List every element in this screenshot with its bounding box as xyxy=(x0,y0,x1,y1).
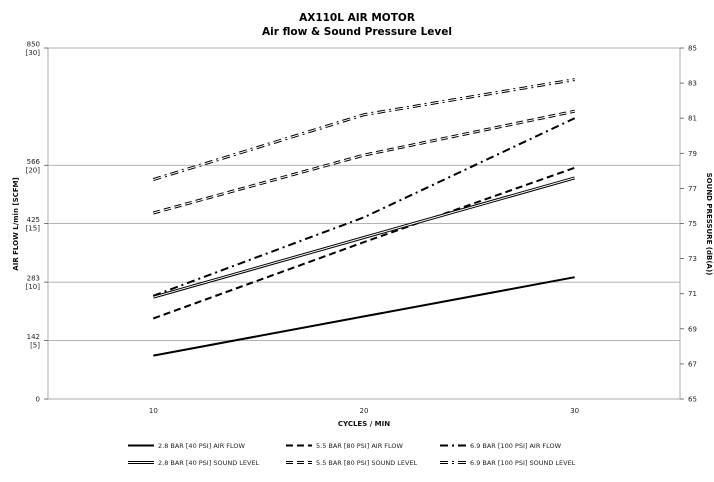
chart-subtitle: Air flow & Sound Pressure Level xyxy=(262,26,452,38)
y2-tick-label: 67 xyxy=(688,360,697,368)
x-tick-label: 10 xyxy=(149,407,158,415)
series-layer xyxy=(152,78,576,357)
y2-tick-label: 73 xyxy=(688,255,697,263)
x-tick-label: 30 xyxy=(570,407,579,415)
series-5 xyxy=(152,109,576,215)
y2-tick-label: 85 xyxy=(688,45,697,53)
y-axis-title: AIR FLOW L/min [SCFM] xyxy=(12,177,20,270)
series-line xyxy=(152,78,575,182)
y-tick-label: 566 xyxy=(27,158,41,166)
legend-label: 6.9 BAR [100 PSI] SOUND LEVEL xyxy=(470,459,576,467)
y-tick-sublabel: [20] xyxy=(26,166,41,174)
series-line xyxy=(152,166,576,320)
y2-tick-label: 79 xyxy=(688,150,697,158)
axis-layer: 0 142[5] 283[10] 425[15] 566[20] 850[30] 65 67 6… xyxy=(26,41,697,416)
series-line xyxy=(153,276,575,357)
series-4 xyxy=(152,176,576,299)
y-tick-label: 850 xyxy=(27,41,40,49)
chart-title: AX110L AIR MOTOR xyxy=(299,12,415,24)
legend-label: 2.8 BAR [40 PSI] SOUND LEVEL xyxy=(158,459,260,467)
legend-item: 2.8 BAR [40 PSI] SOUND LEVEL xyxy=(128,459,260,467)
series-6 xyxy=(152,78,575,182)
y2-tick-label: 83 xyxy=(688,80,697,88)
legend-item: 2.8 BAR [40 PSI] AIR FLOW xyxy=(128,442,246,450)
y-tick-label: 283 xyxy=(27,275,40,283)
y2-tick-label: 75 xyxy=(688,220,697,228)
series-line-inner xyxy=(153,110,575,214)
legend-item: 5.5 BAR [80 PSI] SOUND LEVEL xyxy=(286,459,418,467)
legend-item: 6.9 BAR [100 PSI] AIR FLOW xyxy=(440,442,562,450)
y-tick-sublabel: [5] xyxy=(30,341,40,349)
x-axis-title: CYCLES / MIN xyxy=(338,420,390,428)
legend-label: 2.8 BAR [40 PSI] AIR FLOW xyxy=(158,442,246,450)
y2-tick-label: 77 xyxy=(688,185,697,193)
y2-tick-label: 81 xyxy=(688,115,697,123)
series-line-inner xyxy=(153,79,575,181)
y2-tick-label: 71 xyxy=(688,290,697,298)
y-tick-label: 425 xyxy=(27,216,40,224)
y2-axis-title: SOUND PRESSURE (dB(A)) xyxy=(705,173,713,276)
grid-layer xyxy=(47,47,681,400)
y-tick-sublabel: [10] xyxy=(26,283,41,291)
y-tick-label: 0 xyxy=(36,396,40,404)
x-tick-label: 20 xyxy=(360,407,369,415)
legend-label: 6.9 BAR [100 PSI] AIR FLOW xyxy=(470,442,562,450)
legend-label: 5.5 BAR [80 PSI] AIR FLOW xyxy=(316,442,404,450)
y-tick-label: 142 xyxy=(27,333,40,341)
series-2 xyxy=(152,166,576,320)
y-tick-sublabel: [30] xyxy=(26,49,41,57)
legend-label: 5.5 BAR [80 PSI] SOUND LEVEL xyxy=(316,459,418,467)
series-3 xyxy=(152,117,576,297)
series-1 xyxy=(153,276,575,357)
series-line-inner xyxy=(153,177,575,298)
legend: 2.8 BAR [40 PSI] AIR FLOW 5.5 BAR [80 PSI… xyxy=(128,442,576,467)
y2-tick-label: 65 xyxy=(688,396,697,404)
legend-item: 5.5 BAR [80 PSI] AIR FLOW xyxy=(286,442,404,450)
y-tick-sublabel: [15] xyxy=(26,225,41,233)
legend-item: 6.9 BAR [100 PSI] SOUND LEVEL xyxy=(440,459,576,467)
series-line xyxy=(152,117,576,297)
y2-tick-label: 69 xyxy=(688,325,697,333)
series-line xyxy=(152,109,576,215)
